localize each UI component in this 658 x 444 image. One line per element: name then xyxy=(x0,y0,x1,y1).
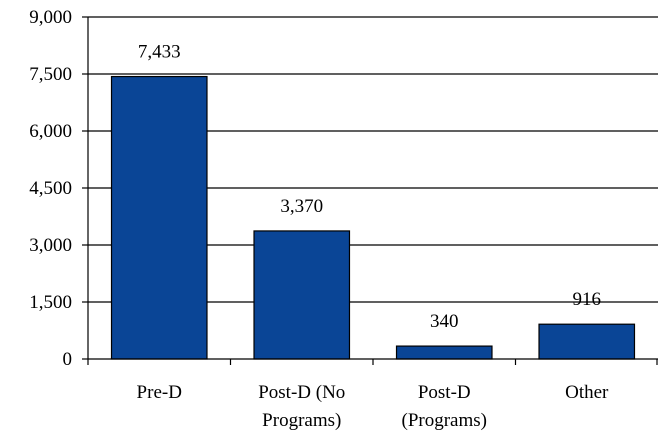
bar xyxy=(110,75,208,360)
category-label: Other xyxy=(565,382,609,403)
bar xyxy=(395,345,493,360)
y-tick-label: 9,000 xyxy=(29,7,72,28)
bar xyxy=(253,230,351,360)
category-label: Post-D (No xyxy=(258,382,345,403)
category-label: Programs) xyxy=(262,410,341,431)
data-label: 340 xyxy=(430,311,459,332)
y-tick-label: 4,500 xyxy=(29,178,72,199)
bars xyxy=(110,75,636,360)
data-labels: 7,433 3,370 340 916 xyxy=(138,42,601,333)
data-label: 916 xyxy=(573,289,602,310)
y-tick-labels: 0 1,500 3,000 4,500 6,000 7,500 9,000 xyxy=(29,7,72,370)
data-label: 7,433 xyxy=(138,42,181,63)
data-label: 3,370 xyxy=(280,196,323,217)
y-tick-label: 3,000 xyxy=(29,235,72,256)
y-tick-label: 0 xyxy=(63,349,73,370)
y-tick-label: 7,500 xyxy=(29,64,72,85)
y-tick-label: 6,000 xyxy=(29,121,72,142)
category-labels: Pre-D Post-D (No Programs) Post-D (Programs)… xyxy=(137,382,609,431)
axes xyxy=(82,16,658,365)
category-label: Post-D xyxy=(418,382,471,403)
category-label: (Programs) xyxy=(402,410,487,431)
category-label: Pre-D xyxy=(137,382,182,403)
bar xyxy=(538,323,636,360)
y-tick-label: 1,500 xyxy=(29,292,72,313)
